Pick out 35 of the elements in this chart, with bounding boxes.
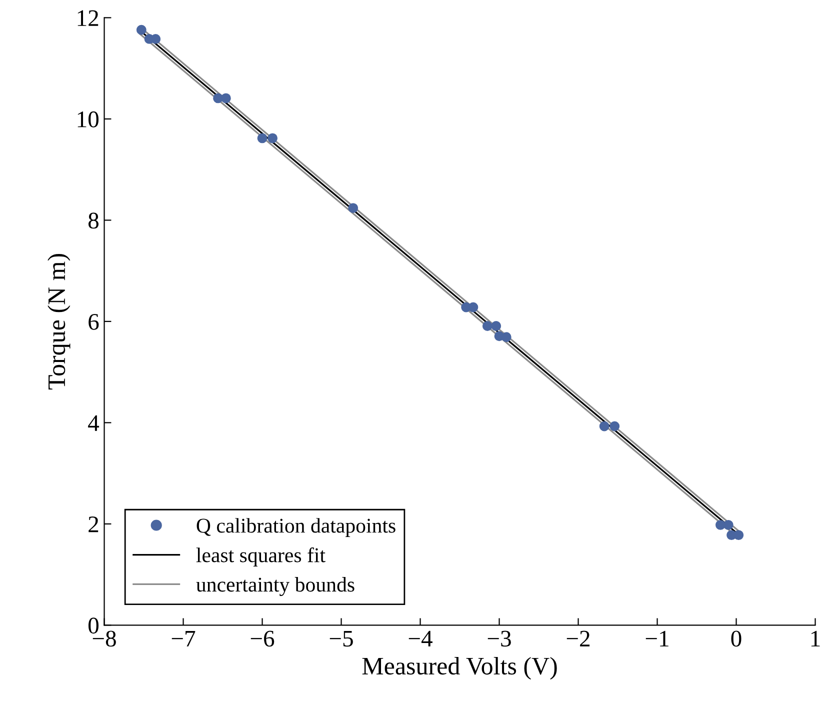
point [257, 133, 268, 144]
x-tick-label: −6 [250, 630, 274, 647]
x-tick-label: 0 [731, 630, 742, 647]
point [715, 520, 726, 530]
y-tick-label: 6 [88, 314, 99, 330]
y-tick-label: 4 [88, 415, 100, 431]
point [723, 520, 734, 530]
x-tick-label: −5 [330, 630, 353, 647]
point [220, 93, 231, 104]
x-tick-label: −2 [566, 630, 590, 646]
y-tick-label: 2 [88, 516, 98, 532]
point [599, 421, 610, 432]
point [610, 421, 620, 432]
point [501, 332, 512, 342]
legend-label: Q calibration datapoints [196, 518, 396, 537]
x-tick-label: −7 [172, 630, 196, 646]
point [734, 530, 744, 540]
x-tick-label: −4 [408, 630, 432, 646]
point [468, 302, 478, 312]
x-tick-label: −1 [646, 630, 668, 646]
legend-label: least squares fit [196, 547, 326, 566]
point [136, 24, 146, 35]
point [491, 321, 502, 331]
point [482, 321, 492, 331]
point [268, 133, 278, 144]
y-tick-label: 12 [78, 10, 98, 26]
x-axis-title: Measured Volts (V) [362, 656, 557, 680]
x-tick-label: 1 [811, 630, 820, 646]
x-tick-label: −3 [488, 630, 511, 647]
y-tick-label: 8 [88, 212, 99, 229]
y-tick-label: 10 [78, 111, 99, 128]
y-axis-title: Torque (N m) [48, 254, 70, 390]
point [348, 203, 358, 214]
legend-label: uncertainty bounds [196, 577, 354, 596]
point [150, 34, 161, 44]
